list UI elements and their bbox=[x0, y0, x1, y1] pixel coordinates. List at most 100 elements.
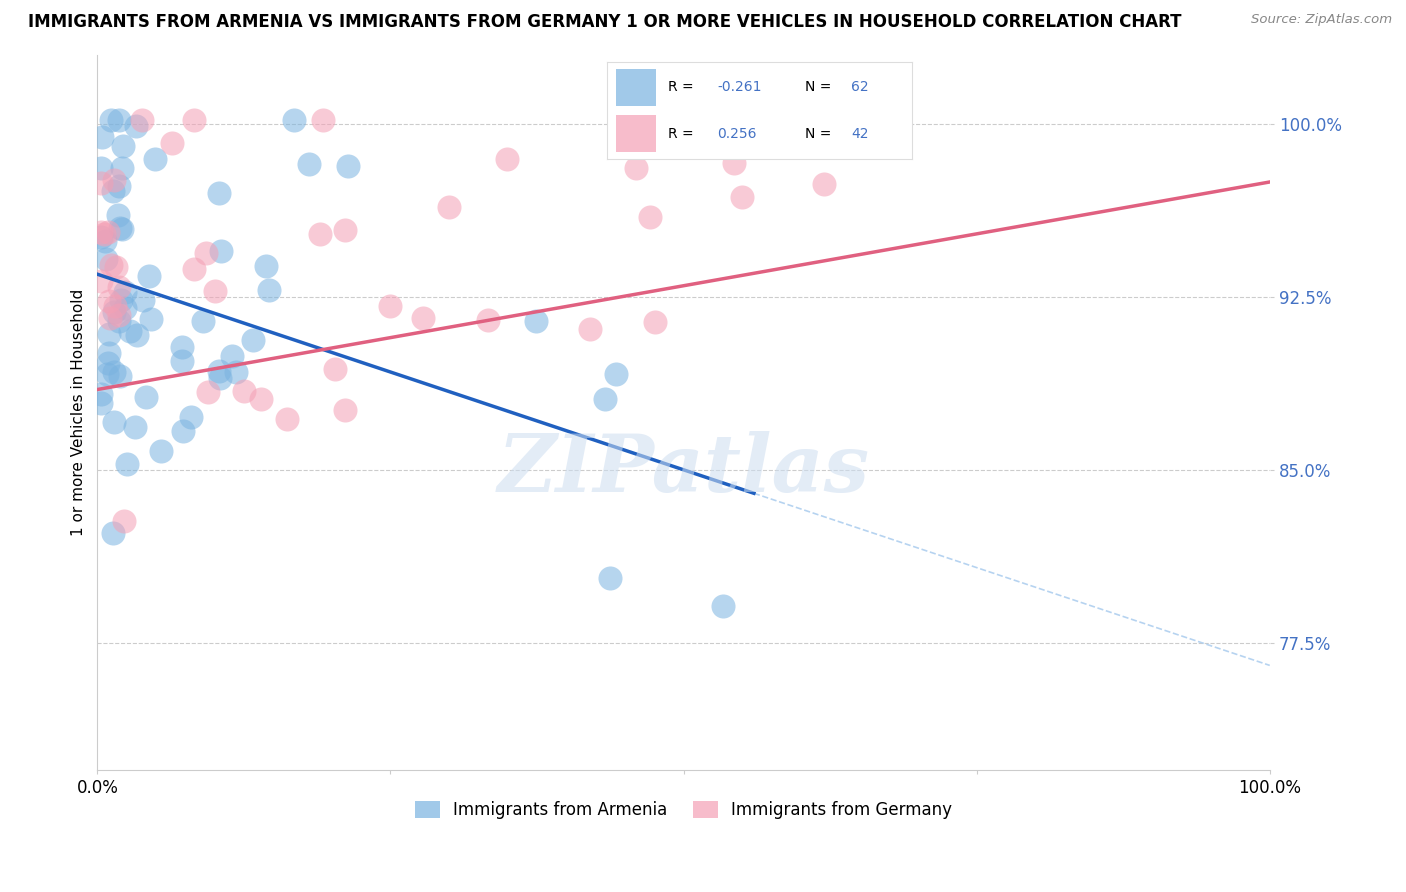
Point bbox=[150, 444, 173, 458]
Point bbox=[731, 190, 754, 204]
Point bbox=[97, 294, 120, 309]
Point bbox=[90, 230, 112, 244]
Point bbox=[90, 225, 112, 239]
Point bbox=[117, 457, 139, 471]
Point bbox=[93, 227, 115, 241]
Point bbox=[276, 412, 298, 426]
Point bbox=[197, 385, 219, 400]
Point bbox=[380, 299, 402, 313]
Point bbox=[524, 314, 547, 328]
Point bbox=[94, 252, 117, 266]
Text: ZIPatlas: ZIPatlas bbox=[498, 431, 870, 508]
Point bbox=[97, 356, 120, 370]
Point bbox=[97, 226, 120, 240]
Point bbox=[437, 200, 460, 214]
Point bbox=[232, 384, 254, 399]
Point bbox=[105, 260, 128, 274]
Point bbox=[225, 365, 247, 379]
Point bbox=[131, 293, 153, 307]
Point bbox=[111, 161, 134, 176]
Point bbox=[101, 184, 124, 198]
Point bbox=[90, 395, 112, 409]
Point bbox=[311, 112, 333, 127]
Point bbox=[716, 112, 738, 127]
Point bbox=[337, 159, 360, 173]
Point bbox=[90, 387, 112, 401]
Point bbox=[90, 176, 112, 190]
Point bbox=[208, 186, 231, 201]
Point bbox=[108, 369, 131, 384]
Point bbox=[183, 112, 205, 127]
Point bbox=[723, 156, 745, 170]
Point bbox=[98, 346, 121, 360]
Point bbox=[208, 364, 231, 378]
Point bbox=[298, 157, 321, 171]
Point bbox=[100, 112, 122, 127]
Point bbox=[283, 112, 305, 127]
Point bbox=[644, 315, 666, 329]
Y-axis label: 1 or more Vehicles in Household: 1 or more Vehicles in Household bbox=[72, 289, 86, 536]
Point bbox=[125, 119, 148, 133]
Point bbox=[103, 305, 125, 319]
Point bbox=[496, 152, 519, 166]
Point bbox=[599, 570, 621, 584]
Point bbox=[107, 179, 129, 194]
Point bbox=[114, 285, 136, 299]
Point bbox=[170, 340, 193, 354]
Point bbox=[108, 221, 131, 235]
Point bbox=[107, 112, 129, 127]
Point bbox=[194, 246, 217, 260]
Point bbox=[103, 173, 125, 187]
Point bbox=[180, 409, 202, 424]
Point bbox=[135, 390, 157, 404]
Point bbox=[412, 310, 434, 325]
Point bbox=[221, 349, 243, 363]
Text: Source: ZipAtlas.com: Source: ZipAtlas.com bbox=[1251, 13, 1392, 27]
Point bbox=[183, 261, 205, 276]
Point bbox=[593, 392, 616, 407]
Point bbox=[91, 129, 114, 144]
Legend: Immigrants from Armenia, Immigrants from Germany: Immigrants from Armenia, Immigrants from… bbox=[408, 795, 959, 826]
Point bbox=[107, 308, 129, 322]
Point bbox=[100, 311, 122, 326]
Point bbox=[209, 244, 232, 258]
Point bbox=[111, 222, 134, 236]
Point bbox=[127, 327, 149, 342]
Text: IMMIGRANTS FROM ARMENIA VS IMMIGRANTS FROM GERMANY 1 OR MORE VEHICLES IN HOUSEHO: IMMIGRANTS FROM ARMENIA VS IMMIGRANTS FR… bbox=[28, 13, 1181, 31]
Point bbox=[250, 392, 273, 407]
Point bbox=[118, 324, 141, 338]
Point bbox=[333, 223, 356, 237]
Point bbox=[209, 371, 232, 385]
Point bbox=[104, 299, 127, 313]
Point bbox=[97, 327, 120, 342]
Point bbox=[112, 139, 135, 153]
Point bbox=[94, 234, 117, 248]
Point bbox=[90, 161, 112, 176]
Point bbox=[257, 283, 280, 297]
Point bbox=[813, 178, 835, 192]
Point bbox=[711, 599, 734, 614]
Point bbox=[605, 367, 627, 381]
Point bbox=[254, 259, 277, 273]
Point bbox=[131, 112, 153, 127]
Point bbox=[139, 312, 162, 326]
Point bbox=[107, 280, 129, 294]
Point bbox=[138, 268, 160, 283]
Point bbox=[114, 301, 136, 315]
Point bbox=[624, 161, 647, 176]
Point bbox=[108, 314, 131, 328]
Point bbox=[143, 152, 166, 166]
Point bbox=[638, 210, 661, 224]
Point bbox=[242, 334, 264, 348]
Point bbox=[110, 293, 132, 307]
Point bbox=[100, 258, 122, 272]
Point bbox=[172, 424, 194, 438]
Point bbox=[477, 312, 499, 326]
Point bbox=[191, 314, 214, 328]
Point bbox=[96, 368, 118, 382]
Point bbox=[107, 209, 129, 223]
Point bbox=[112, 514, 135, 528]
Point bbox=[323, 361, 346, 376]
Point bbox=[124, 419, 146, 434]
Point bbox=[308, 227, 330, 241]
